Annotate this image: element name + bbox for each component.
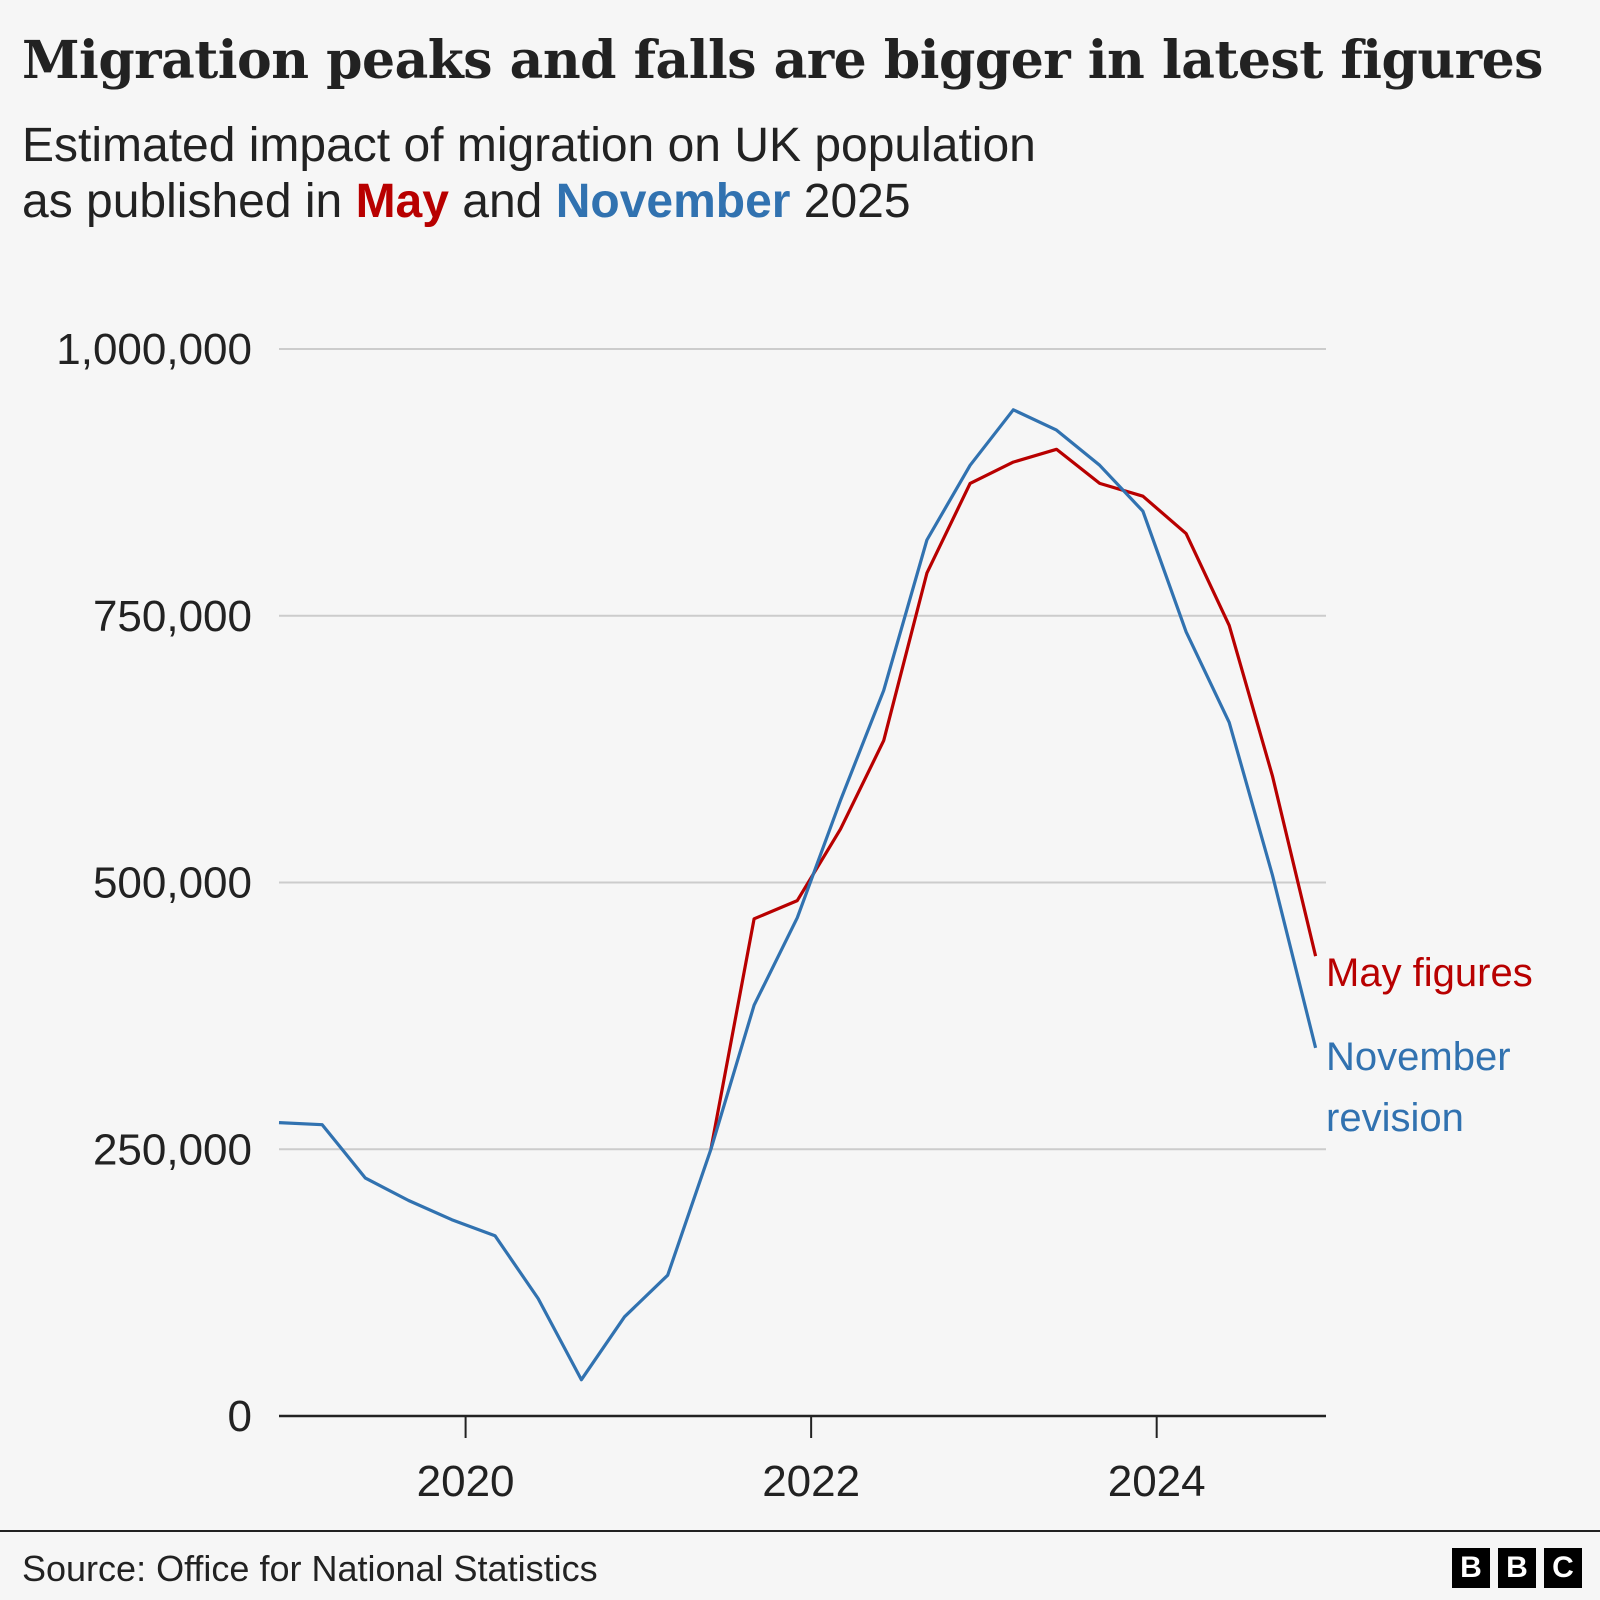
y-tick-label: 1,000,000 bbox=[56, 325, 252, 374]
chart-subtitle: Estimated impact of migration on UK popu… bbox=[22, 118, 1036, 230]
y-tick-label: 0 bbox=[228, 1392, 252, 1441]
x-tick-label: 2024 bbox=[1108, 1457, 1206, 1506]
logo-letter-b2: B bbox=[1498, 1548, 1536, 1588]
chart-title: Migration peaks and falls are bigger in … bbox=[22, 30, 1543, 91]
subtitle-line1: Estimated impact of migration on UK popu… bbox=[22, 119, 1036, 172]
y-tick-label: 500,000 bbox=[93, 859, 252, 908]
series-label-november: November bbox=[1326, 1035, 1511, 1079]
bbc-logo: B B C bbox=[1452, 1548, 1582, 1588]
line-chart: 0 250,000 500,000 750,000 1,000,000 2020 2022 2… bbox=[56, 325, 1533, 1506]
subtitle-and: and bbox=[448, 175, 556, 228]
y-tick-label: 750,000 bbox=[93, 592, 252, 641]
x-tick-label: 2022 bbox=[762, 1457, 860, 1506]
x-tick-label: 2020 bbox=[417, 1457, 515, 1506]
series-label-may: May figures bbox=[1326, 951, 1533, 995]
logo-letter-b1: B bbox=[1452, 1548, 1490, 1588]
source-note: Source: Office for National Statistics bbox=[22, 1548, 598, 1589]
series-label-november: revision bbox=[1326, 1096, 1464, 1140]
logo-letter-c: C bbox=[1544, 1548, 1582, 1588]
subtitle-november: November bbox=[555, 175, 791, 228]
subtitle-may: May bbox=[355, 175, 449, 228]
y-tick-label: 250,000 bbox=[93, 1125, 252, 1174]
subtitle-suffix: 2025 bbox=[790, 175, 911, 228]
series-line-may bbox=[709, 447, 1318, 1150]
footer-divider bbox=[0, 1530, 1600, 1532]
series-line-november bbox=[278, 408, 1318, 1382]
subtitle-line2-prefix: as published in bbox=[22, 175, 356, 228]
